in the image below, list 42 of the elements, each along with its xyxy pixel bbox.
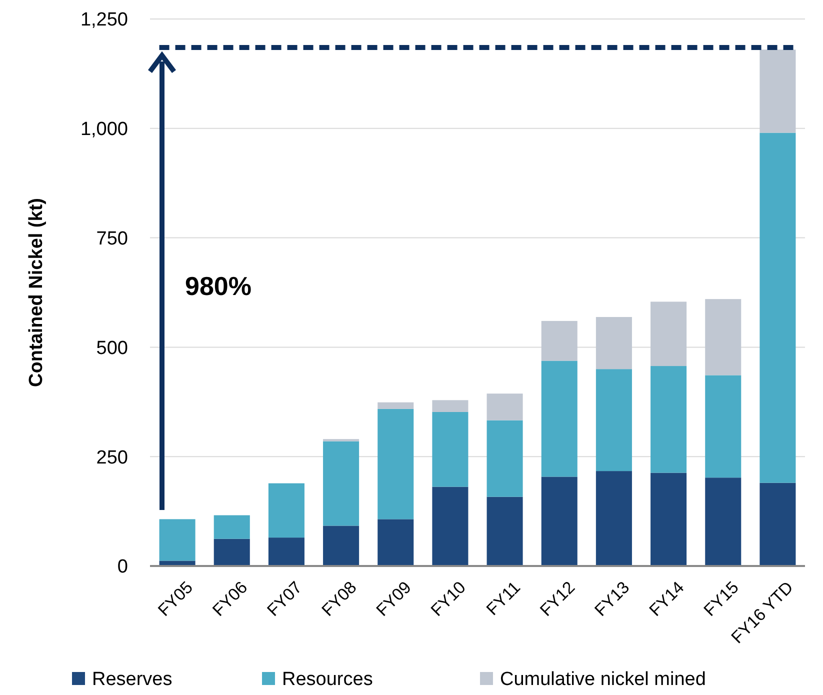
y-tick-label: 500 — [96, 338, 128, 359]
bar — [650, 302, 687, 366]
bar — [378, 408, 414, 520]
bar — [705, 478, 742, 566]
bar — [486, 496, 523, 566]
bar — [760, 482, 796, 566]
bar — [323, 526, 360, 566]
bar — [432, 412, 468, 487]
bar — [705, 375, 742, 478]
bar — [596, 317, 632, 370]
bar — [159, 519, 196, 561]
bar — [541, 360, 578, 477]
y-tick-label: 0 — [117, 556, 128, 578]
bar — [596, 369, 632, 472]
bar — [705, 299, 742, 376]
bar — [486, 420, 523, 497]
bar — [650, 366, 687, 473]
bar — [650, 472, 687, 566]
bar — [596, 471, 632, 566]
bar — [323, 441, 360, 526]
y-tick-label: 1,000 — [80, 119, 128, 140]
legend-label: Resources — [282, 669, 373, 690]
bar — [760, 132, 796, 483]
legend-label: Cumulative nickel mined — [500, 669, 706, 690]
bar — [214, 515, 250, 539]
legend-label: Reserves — [92, 669, 172, 690]
bar — [432, 400, 468, 412]
bar — [378, 519, 414, 566]
bar — [214, 538, 250, 566]
bar — [432, 486, 468, 566]
y-tick-label: 750 — [96, 228, 128, 250]
y-axis-title: Contained Nickel (kt) — [26, 198, 47, 387]
y-tick-label: 250 — [96, 447, 128, 468]
bar — [760, 50, 796, 133]
bar — [268, 538, 304, 566]
bar — [541, 476, 578, 566]
annotation: 980% — [185, 271, 252, 301]
bar — [541, 320, 578, 361]
bar — [268, 483, 304, 538]
y-tick-label: 1,250 — [80, 10, 128, 31]
bar — [486, 394, 523, 420]
bar — [378, 402, 414, 409]
